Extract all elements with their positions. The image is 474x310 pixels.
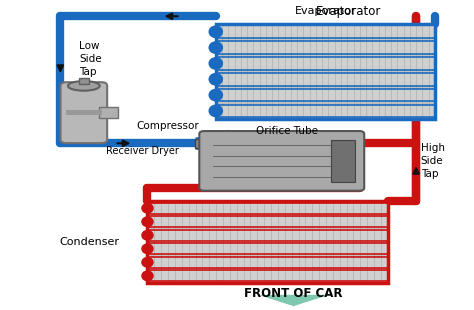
Text: High
Side
Tap: High Side Tap — [421, 143, 445, 179]
Bar — [79, 78, 89, 84]
Bar — [195, 139, 247, 148]
Text: FRONT OF CAR: FRONT OF CAR — [244, 287, 343, 300]
Ellipse shape — [141, 243, 154, 254]
Text: Compressor: Compressor — [137, 121, 199, 131]
Bar — [66, 110, 101, 115]
Bar — [216, 24, 435, 119]
Ellipse shape — [209, 41, 223, 54]
Ellipse shape — [209, 104, 223, 117]
Ellipse shape — [209, 89, 223, 101]
Ellipse shape — [141, 203, 154, 214]
FancyBboxPatch shape — [61, 82, 107, 143]
Ellipse shape — [209, 25, 223, 38]
Ellipse shape — [141, 270, 154, 281]
Text: Condenser: Condenser — [59, 237, 119, 247]
Bar — [99, 107, 118, 118]
Bar — [331, 140, 355, 182]
Text: Evaporator: Evaporator — [316, 5, 382, 18]
Ellipse shape — [141, 230, 154, 241]
Polygon shape — [258, 295, 329, 306]
Ellipse shape — [141, 216, 154, 227]
Bar — [147, 202, 388, 283]
Text: Orifice Tube: Orifice Tube — [256, 126, 318, 136]
Ellipse shape — [209, 73, 223, 86]
FancyBboxPatch shape — [199, 131, 364, 191]
Text: Low
Side
Tap: Low Side Tap — [79, 41, 102, 77]
Ellipse shape — [141, 257, 154, 268]
Ellipse shape — [209, 57, 223, 70]
Text: Evaporator: Evaporator — [295, 6, 356, 16]
Ellipse shape — [68, 81, 100, 91]
Text: Receiver Dryer: Receiver Dryer — [106, 146, 179, 156]
